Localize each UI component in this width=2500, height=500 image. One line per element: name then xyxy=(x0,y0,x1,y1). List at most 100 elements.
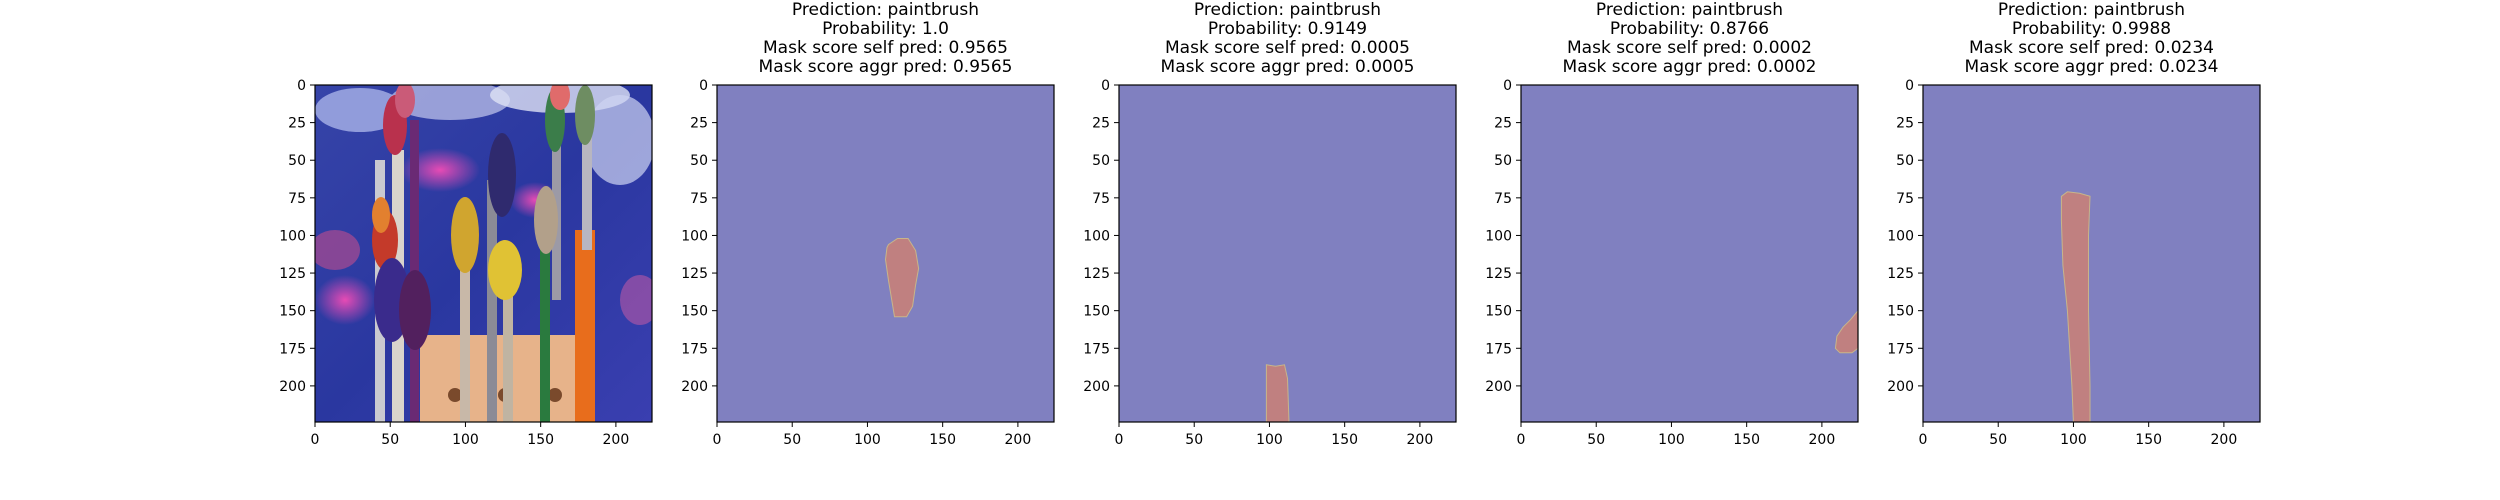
mask-panel-4: 0 50 100 150 200 0 25 50 75 100 125 150 175 200 Predic… xyxy=(1887,0,2261,448)
paintbrush-photo xyxy=(315,85,652,422)
y-tick-label: 150 xyxy=(681,304,708,320)
x-tick-label: 150 xyxy=(2135,432,2162,448)
x-tick-label: 200 xyxy=(2211,432,2238,448)
y-tick-label: 50 xyxy=(1494,153,1512,169)
x-tick-label: 0 xyxy=(311,432,320,448)
y-tick-label: 200 xyxy=(681,379,708,395)
photo-axes: 0 50 100 150 200 0 25 50 75 100 125 150 175 200 xyxy=(279,78,629,448)
panel-title-line: Mask score self pred: 0.0234 xyxy=(1969,38,2214,58)
y-tick-label: 50 xyxy=(690,153,708,169)
y-tick-label: 125 xyxy=(279,266,306,282)
y-tick-label: 0 xyxy=(297,78,306,94)
x-tick-label: 100 xyxy=(1658,432,1685,448)
x-tick-label: 200 xyxy=(603,432,630,448)
mask-region xyxy=(884,238,920,318)
y-tick-label: 25 xyxy=(1896,116,1914,132)
y-tick-label: 200 xyxy=(1083,379,1110,395)
x-tick-label: 50 xyxy=(1587,432,1605,448)
x-tick-label: 100 xyxy=(452,432,479,448)
y-tick-label: 150 xyxy=(279,304,306,320)
panel-title-line: Mask score self pred: 0.0002 xyxy=(1567,38,1812,58)
x-tick-label: 150 xyxy=(527,432,554,448)
y-tick-label: 75 xyxy=(690,191,708,207)
y-tick-label: 100 xyxy=(1083,228,1110,244)
y-tick-label: 25 xyxy=(288,116,306,132)
x-tick-label: 50 xyxy=(1989,432,2007,448)
y-tick-label: 75 xyxy=(288,191,306,207)
panel-title-line: Mask score self pred: 0.9565 xyxy=(763,38,1008,58)
x-tick-label: 200 xyxy=(1809,432,1836,448)
y-tick-label: 125 xyxy=(681,266,708,282)
panel-title-line: Mask score aggr pred: 0.9565 xyxy=(759,57,1013,77)
y-tick-label: 75 xyxy=(1494,191,1512,207)
x-tick-label: 0 xyxy=(1517,432,1526,448)
mask-background xyxy=(1119,85,1456,422)
x-tick-label: 100 xyxy=(1256,432,1283,448)
y-tick-label: 200 xyxy=(1485,379,1512,395)
y-tick-label: 200 xyxy=(1887,379,1914,395)
y-tick-label: 175 xyxy=(1083,341,1110,357)
panel-title-line: Mask score aggr pred: 0.0005 xyxy=(1161,57,1415,77)
x-tick-label: 150 xyxy=(1331,432,1358,448)
y-tick-label: 50 xyxy=(288,153,306,169)
x-tick-label: 150 xyxy=(1733,432,1760,448)
panel-title-line: Prediction: paintbrush xyxy=(792,0,979,20)
mask-region xyxy=(1265,364,1290,423)
y-tick-label: 25 xyxy=(690,116,708,132)
y-tick-label: 25 xyxy=(1092,116,1110,132)
y-tick-label: 150 xyxy=(1083,304,1110,320)
y-tick-label: 175 xyxy=(279,341,306,357)
x-tick-label: 50 xyxy=(381,432,399,448)
y-tick-label: 150 xyxy=(1887,304,1914,320)
mask-region xyxy=(2060,191,2091,423)
y-tick-label: 100 xyxy=(681,228,708,244)
y-tick-label: 175 xyxy=(681,341,708,357)
y-tick-label: 175 xyxy=(1485,341,1512,357)
y-tick-label: 50 xyxy=(1092,153,1110,169)
y-tick-label: 0 xyxy=(1101,78,1110,94)
mask-background xyxy=(717,85,1054,422)
mask-region xyxy=(1834,309,1859,354)
y-tick-label: 0 xyxy=(1503,78,1512,94)
mask-panel-1: 0 50 100 150 200 0 25 50 75 100 125 150 175 200 Predic… xyxy=(681,0,1055,448)
y-tick-label: 75 xyxy=(1092,191,1110,207)
y-tick-label: 150 xyxy=(1485,304,1512,320)
x-tick-label: 100 xyxy=(854,432,881,448)
y-tick-label: 0 xyxy=(699,78,708,94)
panel-title-line: Probability: 0.8766 xyxy=(1610,19,1769,39)
x-tick-label: 50 xyxy=(1185,432,1203,448)
axes-frame xyxy=(1520,84,1859,423)
y-tick-label: 125 xyxy=(1887,266,1914,282)
panel-title-line: Prediction: paintbrush xyxy=(1998,0,2185,20)
y-tick-label: 0 xyxy=(1905,78,1914,94)
panel-title-line: Probability: 0.9149 xyxy=(1208,19,1367,39)
x-tick-label: 0 xyxy=(1115,432,1124,448)
y-tick-label: 25 xyxy=(1494,116,1512,132)
y-tick-label: 100 xyxy=(1887,228,1914,244)
y-tick-label: 125 xyxy=(1083,266,1110,282)
x-tick-label: 50 xyxy=(783,432,801,448)
y-tick-label: 75 xyxy=(1896,191,1914,207)
panel-title-line: Probability: 1.0 xyxy=(822,19,949,39)
x-tick-label: 200 xyxy=(1407,432,1434,448)
y-tick-label: 50 xyxy=(1896,153,1914,169)
mask-background xyxy=(1521,85,1858,422)
y-tick-label: 100 xyxy=(279,228,306,244)
axes-frame xyxy=(1118,84,1457,423)
mask-panel-2: 0 50 100 150 200 0 25 50 75 100 125 150 175 200 Predic… xyxy=(1083,0,1457,448)
panel-title-line: Prediction: paintbrush xyxy=(1194,0,1381,20)
axes-frame xyxy=(1922,84,2261,423)
mask-panel-3: 0 50 100 150 200 0 25 50 75 100 125 150 175 200 Predic… xyxy=(1485,0,1859,448)
y-tick-label: 200 xyxy=(279,379,306,395)
panel-title-line: Mask score self pred: 0.0005 xyxy=(1165,38,1410,58)
y-tick-label: 100 xyxy=(1485,228,1512,244)
y-tick-label: 175 xyxy=(1887,341,1914,357)
mask-panels: 0 50 100 150 200 0 25 50 75 100 125 150 175 200 Predic… xyxy=(681,0,2261,448)
x-tick-label: 0 xyxy=(1919,432,1928,448)
photo-panel xyxy=(314,84,653,423)
panel-title-line: Mask score aggr pred: 0.0002 xyxy=(1563,57,1817,77)
x-tick-label: 200 xyxy=(1005,432,1032,448)
x-tick-label: 100 xyxy=(2060,432,2087,448)
x-tick-label: 150 xyxy=(929,432,956,448)
